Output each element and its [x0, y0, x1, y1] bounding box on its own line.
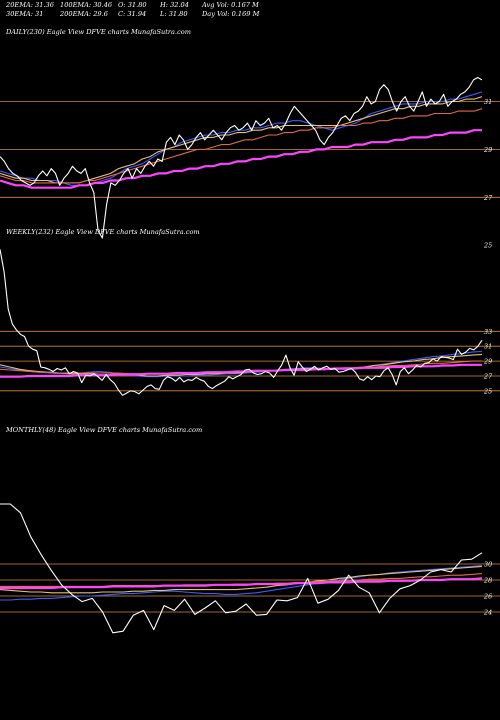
monthly-y-tick-label: 30: [484, 561, 492, 569]
daily-panel: DAILY(230) Eagle View DFVE charts Munafa…: [0, 28, 500, 250]
weekly-y-tick-label: 31: [484, 343, 492, 351]
weekly-y-tick-label: 33: [484, 328, 492, 336]
weekly-price-line: [0, 249, 483, 396]
monthly-y-tick-label: 28: [483, 577, 492, 585]
weekly-ema-200-line: [0, 363, 482, 378]
monthly-panel-title: MONTHLY(48) Eagle View DFVE charts Munaf…: [5, 426, 202, 434]
weekly-y-tick-label: 27: [483, 373, 493, 381]
header-day-vol: Day Vol: 0.169 M: [201, 10, 260, 18]
weekly-panel: WEEKLY(232) Eagle View DFVE charts Munaf…: [0, 228, 500, 396]
daily-y-tick-label: 29: [483, 146, 492, 154]
header-ema30: 30EMA: 31: [6, 10, 43, 18]
daily-ema-200-line: [0, 129, 482, 189]
daily-y-tick-label: 27: [483, 194, 493, 202]
weekly-panel-title: WEEKLY(232) Eagle View DFVE charts Munaf…: [6, 228, 200, 236]
daily-panel-title: DAILY(230) Eagle View DFVE charts Munafa…: [5, 28, 191, 36]
header-ema100: 100EMA: 30.46: [60, 1, 112, 9]
daily-y-tick-label: 31: [484, 98, 492, 106]
daily-ema-100-line: [0, 108, 483, 184]
header-ema200: 200EMA: 29.6: [59, 10, 108, 18]
monthly-ema-20-line: [0, 565, 483, 601]
header-open: O: 31.80: [118, 1, 147, 9]
daily-price-line: [0, 76, 483, 239]
monthly-y-tick-label: 24: [483, 609, 492, 617]
monthly-y-tick-label: 26: [483, 593, 492, 601]
daily-y-tick-label: 25: [483, 242, 492, 250]
monthly-ema-200-line: [0, 577, 483, 590]
weekly-y-tick-label: 29: [483, 358, 492, 366]
weekly-panel-plot: 33 31 29 27 25: [0, 249, 500, 396]
weekly-y-tick-label: 25: [483, 387, 492, 395]
header-low: L: 31.80: [159, 10, 188, 18]
header-ema20: 20EMA: 31.36: [5, 1, 54, 9]
header-avg-vol: Avg Vol: 0.167 M: [201, 1, 259, 9]
monthly-price-line: [0, 503, 483, 634]
daily-ema-30-line: [0, 96, 483, 184]
daily-panel-plot: 31 29 27 25: [0, 76, 500, 250]
monthly-panel-plot: 30 28 26 24: [0, 503, 500, 634]
monthly-ema-30-line: [0, 565, 483, 594]
header-close: C: 31.94: [118, 10, 146, 18]
header-stats: 20EMA: 31.36 100EMA: 30.46 O: 31.80 H: 3…: [5, 1, 260, 18]
monthly-panel: MONTHLY(48) Eagle View DFVE charts Munaf…: [0, 426, 500, 634]
header-high: H: 32.04: [159, 1, 189, 9]
